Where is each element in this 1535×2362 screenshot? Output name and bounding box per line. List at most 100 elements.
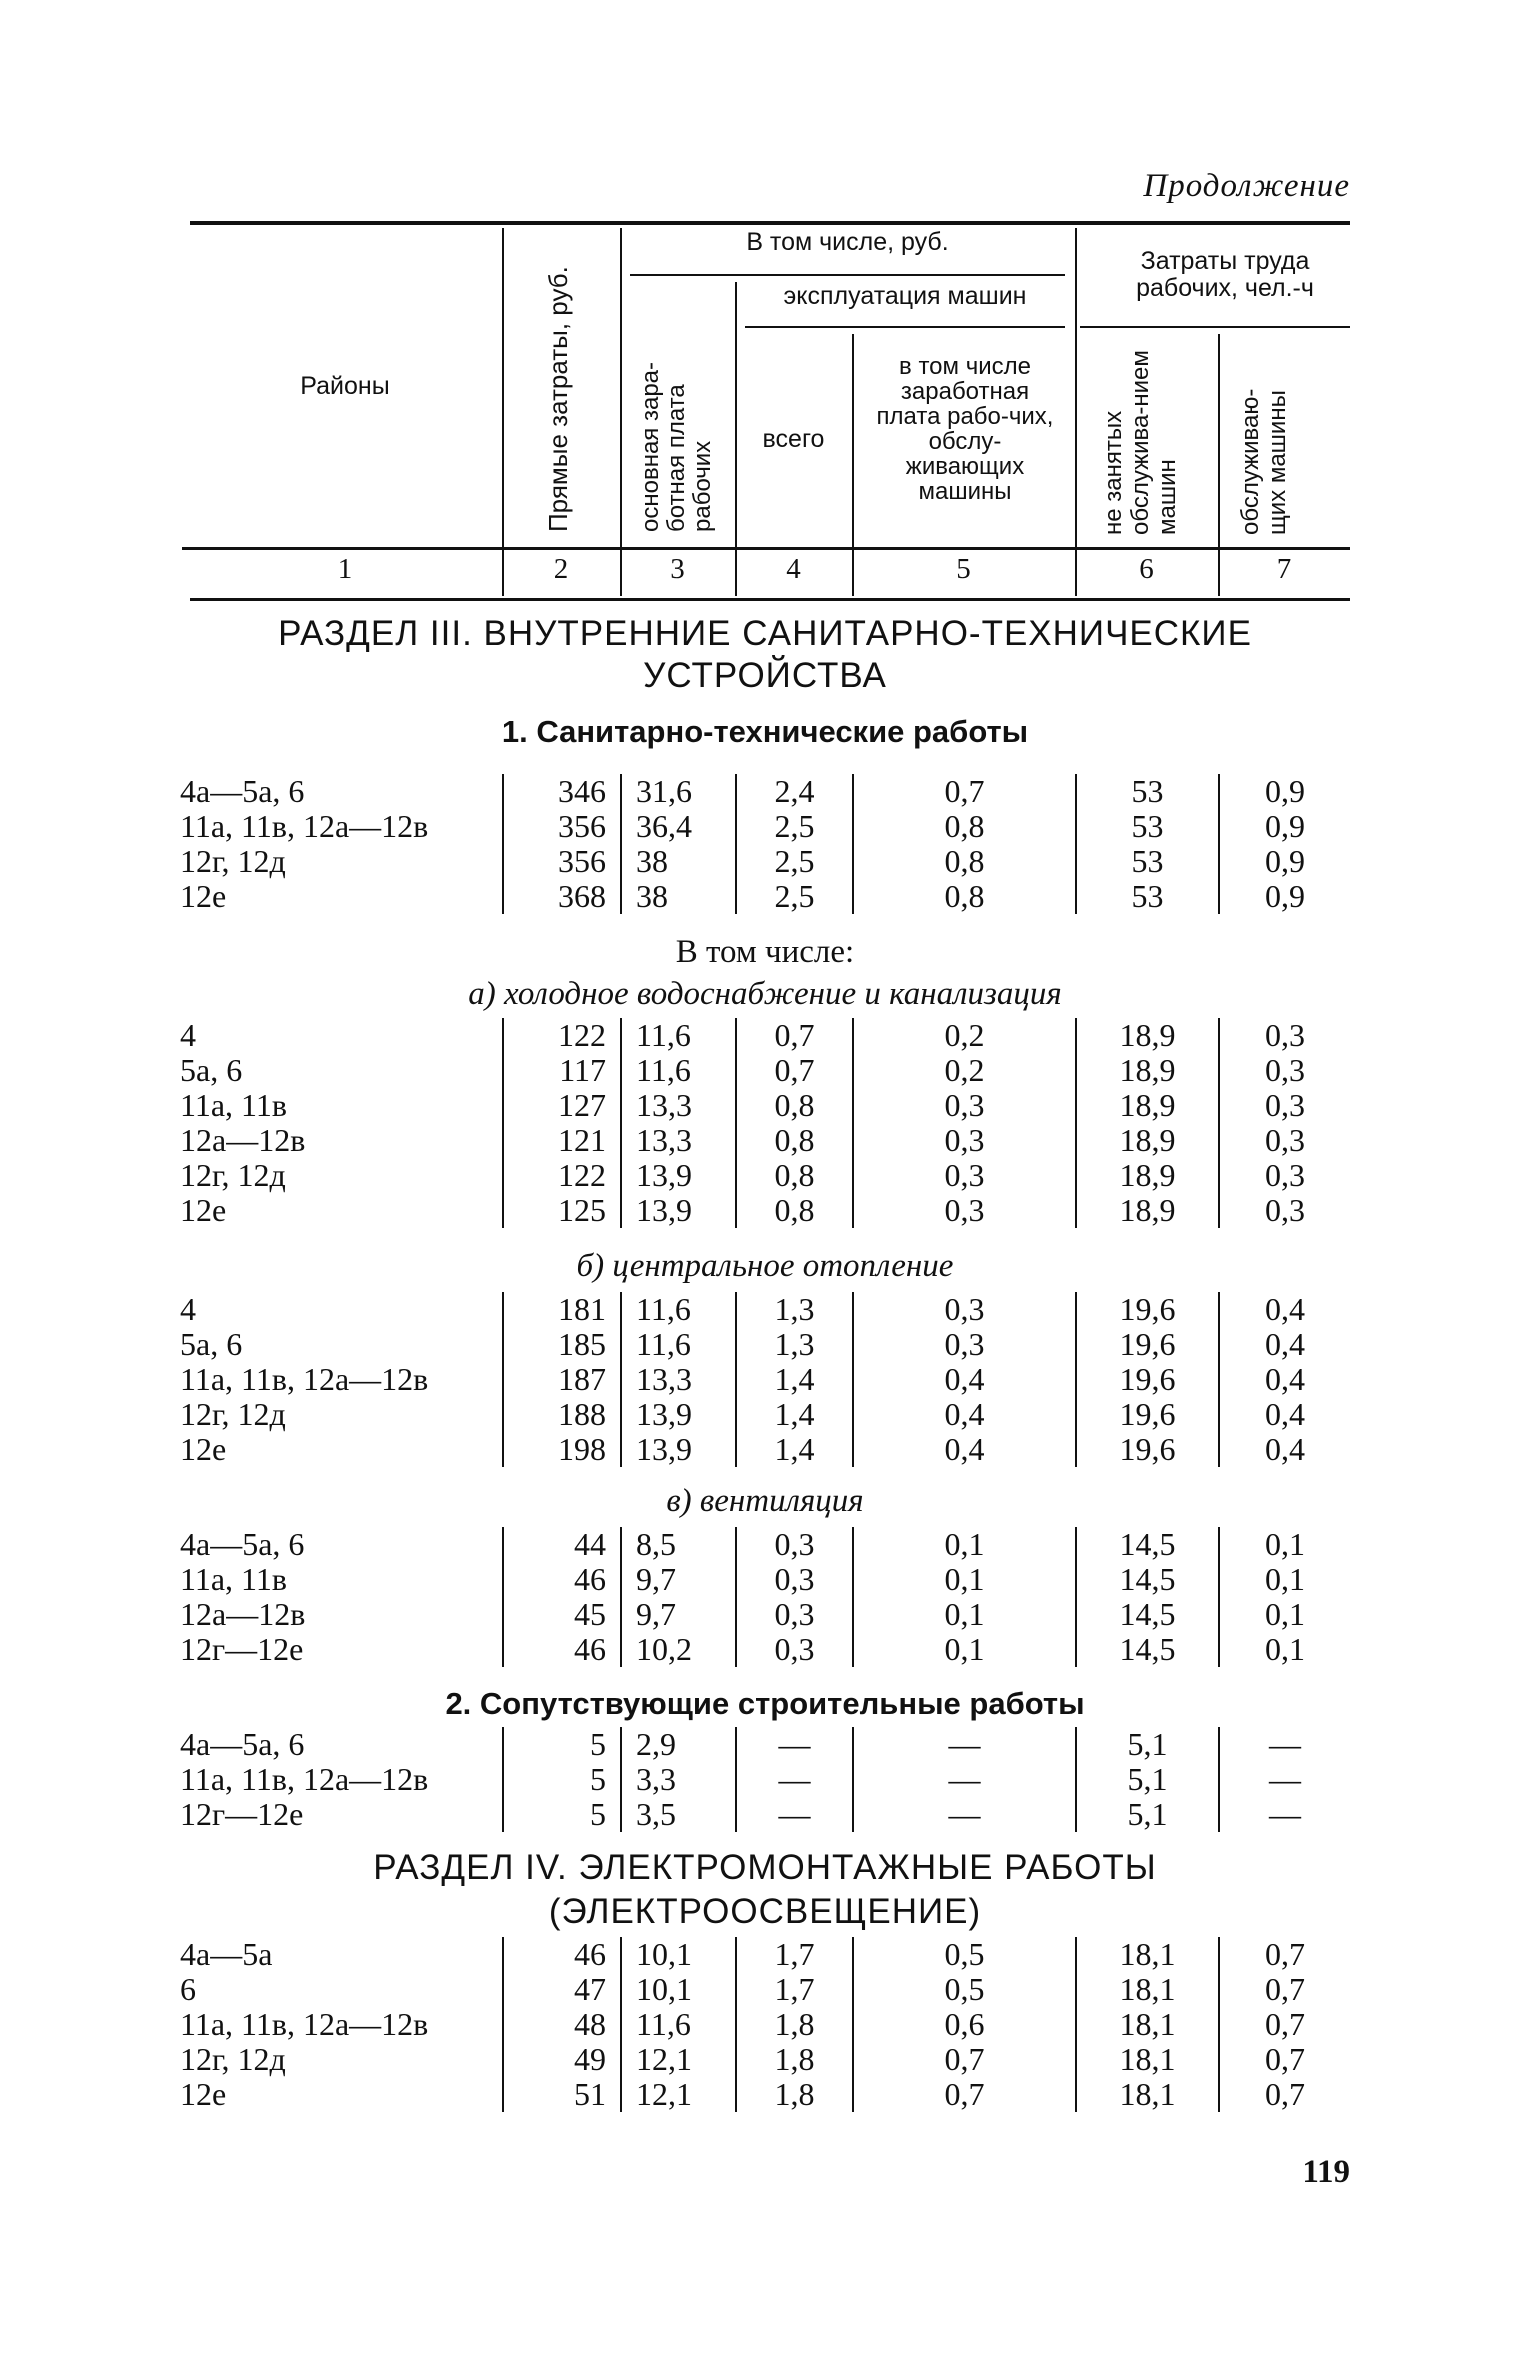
cell-machine-wages: 0,7 — [852, 774, 1075, 809]
table-row: 11а, 11в, 12а—12в 187 13,3 1,4 0,4 19,6 0,4 — [180, 1362, 1350, 1397]
cell-labor-not-machine: 19,6 — [1075, 1362, 1218, 1397]
cell-district: 4 — [180, 1017, 196, 1053]
column-number: 4 — [786, 553, 801, 585]
cell-base-wages: 10,1 — [620, 1937, 735, 1972]
cell-district: 11а, 11в, 12а—12в — [180, 1361, 429, 1397]
column-number: 3 — [670, 553, 685, 585]
cell-direct-costs: 47 — [502, 1972, 620, 2007]
table-row: 4а—5а 46 10,1 1,7 0,5 18,1 0,7 — [180, 1937, 1350, 1972]
table-row: 12г, 12д 356 38 2,5 0,8 53 0,9 — [180, 844, 1350, 879]
cell-direct-costs: 5 — [502, 1797, 620, 1832]
header-rule — [630, 274, 1065, 276]
cell-labor-machine: — — [1218, 1797, 1350, 1832]
cell-machine-wages: 0,4 — [852, 1432, 1075, 1467]
cell-machine-wages: 0,2 — [852, 1018, 1075, 1053]
column-number: 2 — [553, 553, 569, 585]
cell-machines-total: 0,7 — [735, 1053, 852, 1088]
cell-labor-not-machine: 5,1 — [1075, 1727, 1218, 1762]
cell-base-wages: 13,9 — [620, 1193, 735, 1228]
cell-base-wages: 13,9 — [620, 1158, 735, 1193]
cell-labor-machine: 0,1 — [1218, 1562, 1350, 1597]
cell-labor-not-machine: 14,5 — [1075, 1562, 1218, 1597]
cell-district: 5а, 6 — [180, 1326, 243, 1362]
cell-labor-not-machine: 19,6 — [1075, 1292, 1218, 1327]
table-row: 5а, 6 117 11,6 0,7 0,2 18,9 0,3 — [180, 1053, 1350, 1088]
table-row: 11а, 11в 127 13,3 0,8 0,3 18,9 0,3 — [180, 1088, 1350, 1123]
header-divider — [502, 228, 504, 596]
cell-labor-machine: 0,7 — [1218, 2007, 1350, 2042]
table-row: 4а—5а, 6 346 31,6 2,4 0,7 53 0,9 — [180, 774, 1350, 809]
cell-labor-machine: 0,3 — [1218, 1053, 1350, 1088]
cell-machine-wages: 0,3 — [852, 1088, 1075, 1123]
table-row: 12г—12е 46 10,2 0,3 0,1 14,5 0,1 — [180, 1632, 1350, 1667]
cell-machine-wages: 0,5 — [852, 1937, 1075, 1972]
cell-base-wages: 9,7 — [620, 1597, 735, 1632]
cell-base-wages: 11,6 — [620, 2007, 735, 2042]
cell-district: 11а, 11в, 12а—12в — [180, 1761, 429, 1797]
cell-district: 12а—12в — [180, 1122, 306, 1158]
cell-direct-costs: 181 — [502, 1292, 620, 1327]
cell-direct-costs: 187 — [502, 1362, 620, 1397]
cell-district: 11а, 11в, 12а—12в — [180, 2006, 429, 2042]
cell-machines-total: 0,3 — [735, 1597, 852, 1632]
table-row: 6 47 10,1 1,7 0,5 18,1 0,7 — [180, 1972, 1350, 2007]
header-rule — [1080, 326, 1350, 328]
cell-machines-total: 0,3 — [735, 1562, 852, 1597]
cell-district: 4а—5а, 6 — [180, 1526, 305, 1562]
cell-machine-wages: 0,8 — [852, 809, 1075, 844]
header-divider — [735, 282, 737, 596]
cell-direct-costs: 5 — [502, 1762, 620, 1797]
header-rule — [745, 326, 1065, 328]
header-districts: Районы — [300, 372, 390, 400]
table-block: 4 181 11,6 1,3 0,3 19,6 0,4 5а, 6 185 11,6 1,3 0,3 1… — [180, 1292, 1350, 1467]
header-group-rub: В том числе, руб. — [746, 228, 949, 256]
cell-labor-not-machine: 53 — [1075, 809, 1218, 844]
including-label: В том числе: — [675, 934, 855, 970]
subsection-v-title: в) вентиляция — [666, 1483, 864, 1519]
cell-labor-not-machine: 53 — [1075, 879, 1218, 914]
cell-labor-not-machine: 14,5 — [1075, 1632, 1218, 1667]
table-row: 11а, 11в 46 9,7 0,3 0,1 14,5 0,1 — [180, 1562, 1350, 1597]
cell-machine-wages: — — [852, 1762, 1075, 1797]
table-row: 4 181 11,6 1,3 0,3 19,6 0,4 — [180, 1292, 1350, 1327]
subsection-1-title: 1. Санитарно-технические работы — [501, 714, 1029, 749]
header-base-wages: основная зара-ботная плата рабочих — [637, 361, 716, 532]
cell-labor-machine: 0,3 — [1218, 1158, 1350, 1193]
table-row: 12е 368 38 2,5 0,8 53 0,9 — [180, 879, 1350, 914]
cell-direct-costs: 356 — [502, 809, 620, 844]
cell-machines-total: 2,4 — [735, 774, 852, 809]
cell-machines-total: 1,7 — [735, 1972, 852, 2007]
cell-labor-machine: 0,3 — [1218, 1123, 1350, 1158]
numbers-bottom-rule — [190, 598, 1350, 601]
cell-direct-costs: 49 — [502, 2042, 620, 2077]
cell-base-wages: 11,6 — [620, 1053, 735, 1088]
cell-labor-not-machine: 18,1 — [1075, 1972, 1218, 2007]
cell-base-wages: 3,5 — [620, 1797, 735, 1832]
cell-machines-total: 0,3 — [735, 1632, 852, 1667]
cell-machines-total: 1,8 — [735, 2007, 852, 2042]
cell-base-wages: 36,4 — [620, 809, 735, 844]
continuation-label: Продолжение — [1143, 168, 1350, 204]
cell-labor-machine: 0,3 — [1218, 1088, 1350, 1123]
cell-direct-costs: 188 — [502, 1397, 620, 1432]
cell-district: 12е — [180, 1431, 227, 1467]
cell-machines-total: 1,4 — [735, 1362, 852, 1397]
table-block: 4а—5а, 6 346 31,6 2,4 0,7 53 0,9 11а, 11в, 12а—… — [180, 774, 1350, 914]
cell-machine-wages: 0,8 — [852, 879, 1075, 914]
cell-base-wages: 11,6 — [620, 1018, 735, 1053]
cell-base-wages: 11,6 — [620, 1327, 735, 1362]
header-divider — [852, 334, 854, 596]
section-3-title-line2: УСТРОЙСТВА — [643, 656, 887, 695]
cell-labor-machine: 0,7 — [1218, 2077, 1350, 2112]
cell-machines-total: 1,4 — [735, 1432, 852, 1467]
cell-direct-costs: 44 — [502, 1527, 620, 1562]
column-number: 5 — [956, 553, 971, 585]
cell-direct-costs: 368 — [502, 879, 620, 914]
cell-machines-total: 1,3 — [735, 1292, 852, 1327]
cell-district: 12г, 12д — [180, 1396, 286, 1432]
cell-machine-wages: 0,2 — [852, 1053, 1075, 1088]
table-row: 4а—5а, 6 5 2,9— —5,1— — [180, 1727, 1350, 1762]
cell-labor-not-machine: 18,1 — [1075, 2077, 1218, 2112]
cell-machines-total: 0,8 — [735, 1193, 852, 1228]
cell-labor-not-machine: 18,9 — [1075, 1158, 1218, 1193]
